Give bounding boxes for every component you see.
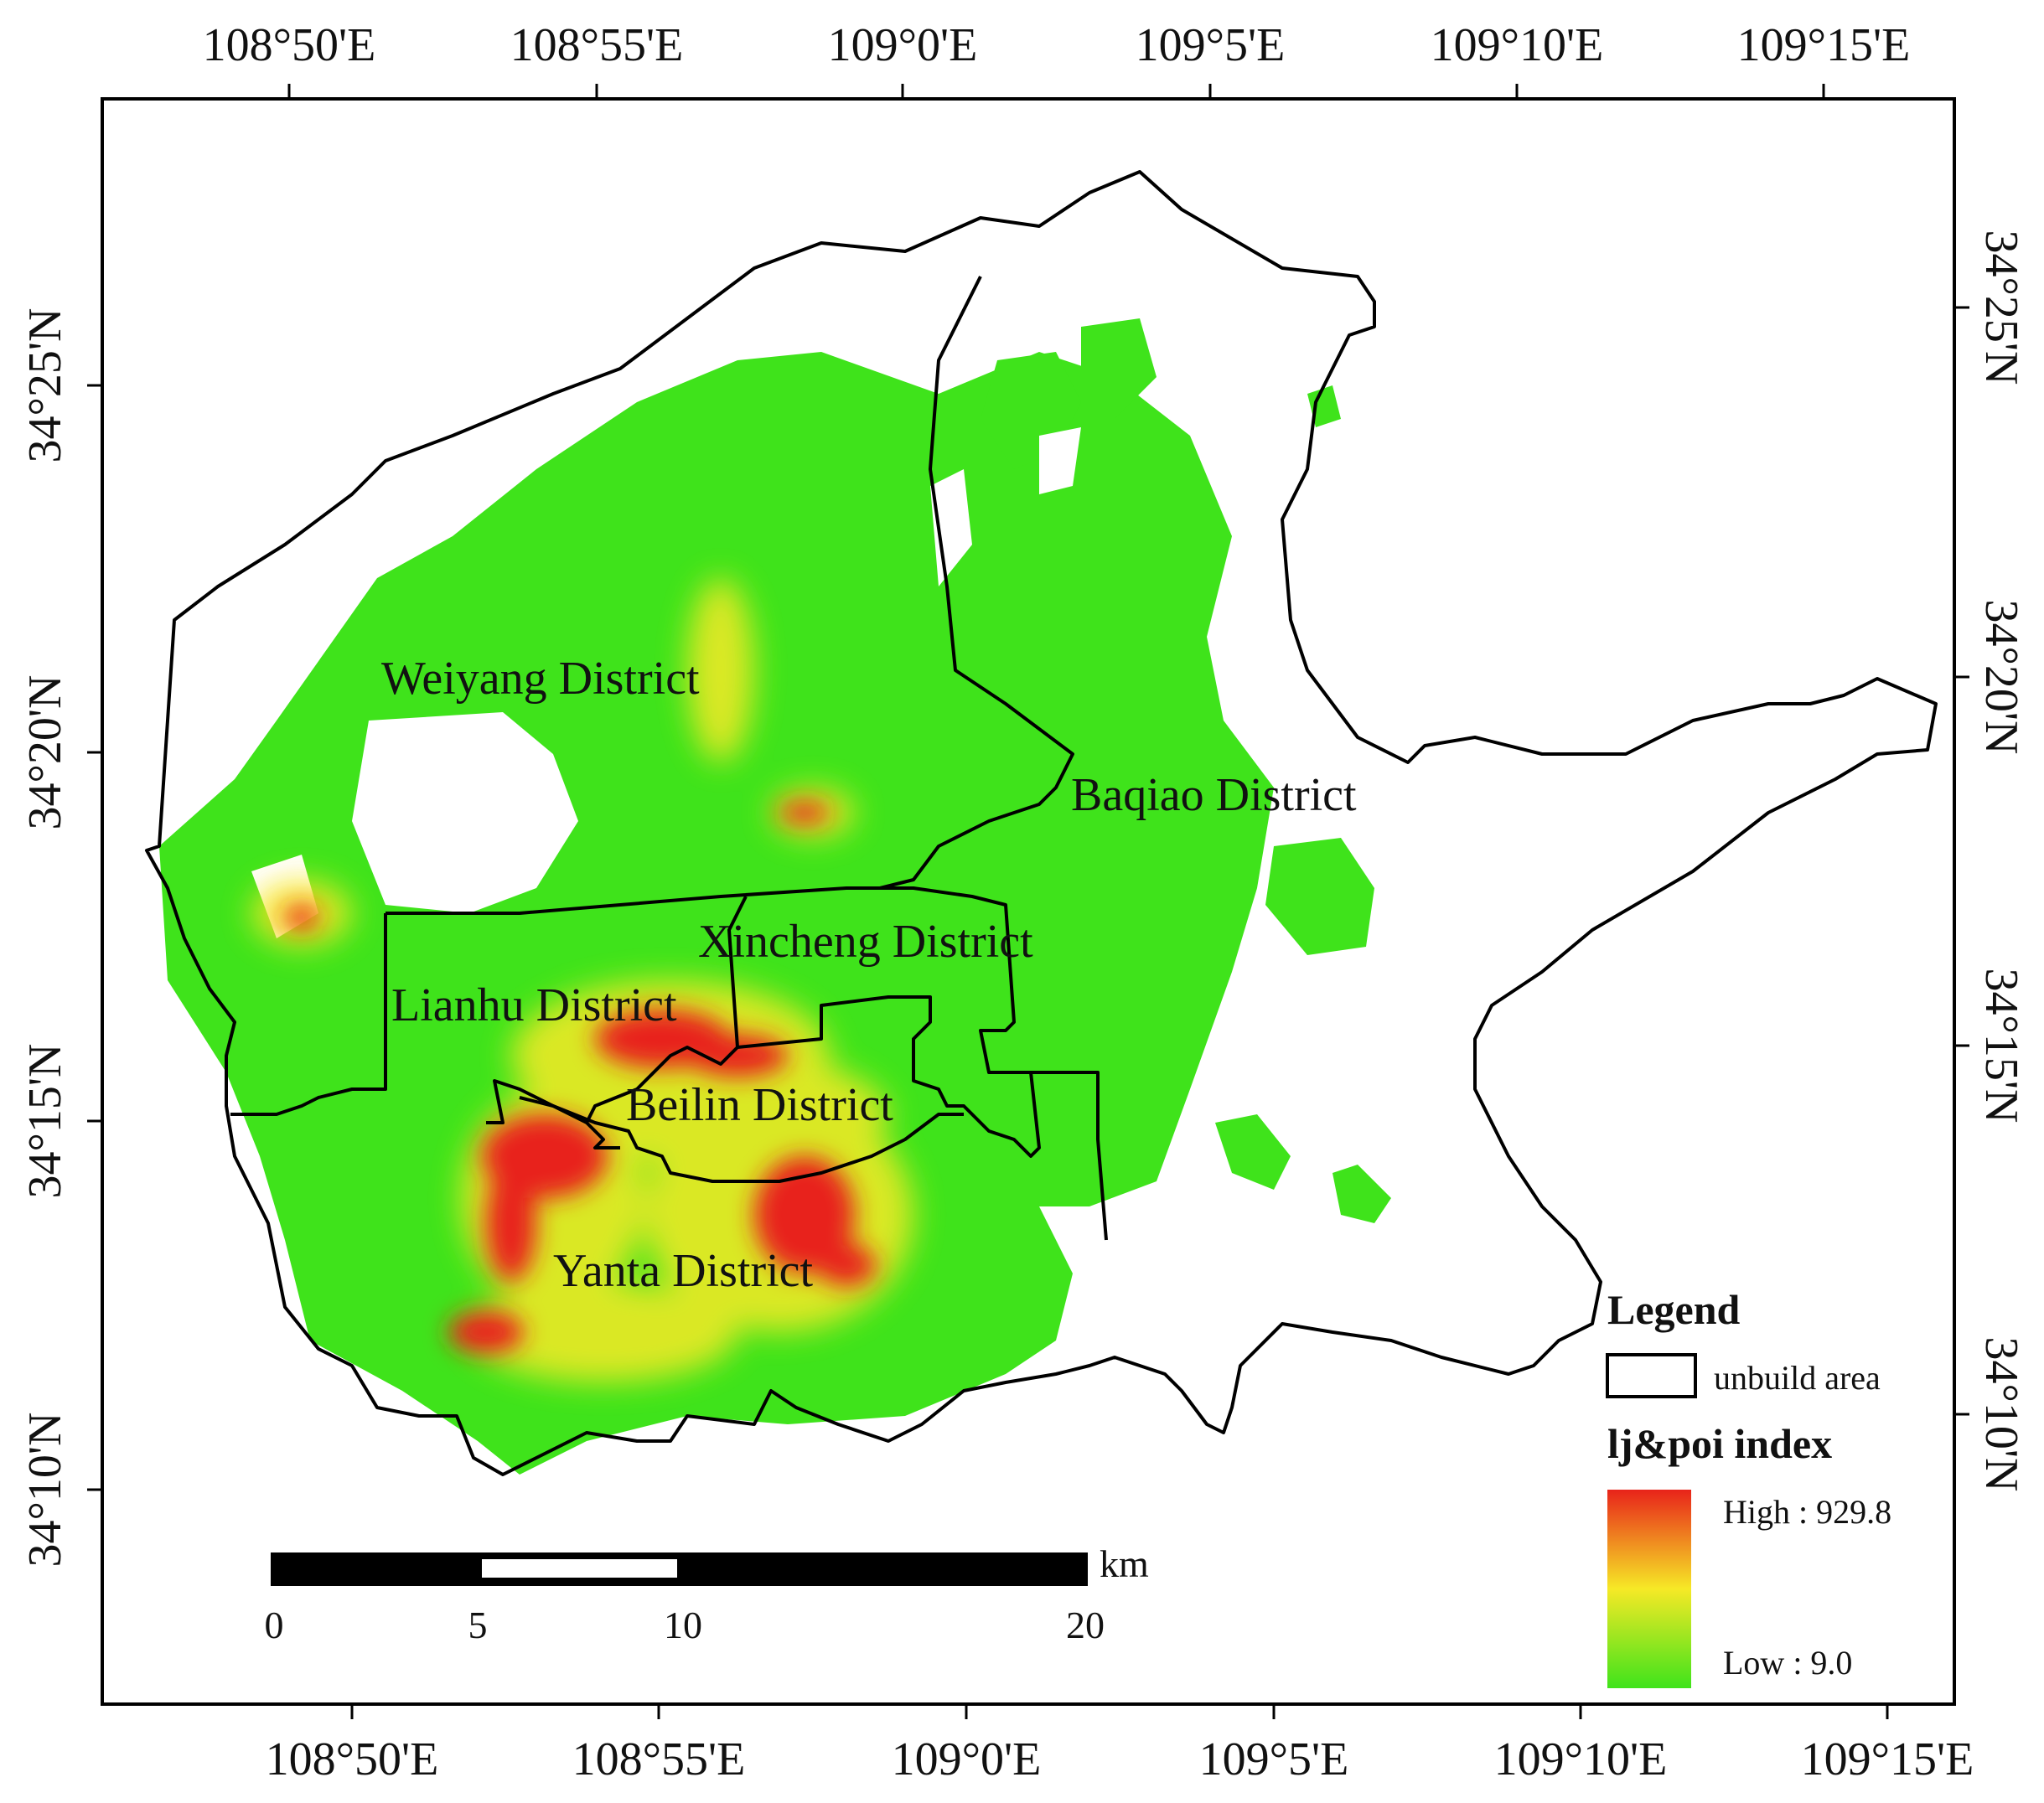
legend-index-title: lj&poi index — [1607, 1420, 1832, 1467]
top-lon-label: 109°5'E — [1136, 19, 1286, 71]
legend: Legend unbuild area lj&poi index High : … — [1606, 1286, 1891, 1688]
district-label-lianhu: Lianhu District — [391, 979, 677, 1031]
district-labels: Weiyang District Baqiao District Xinchen… — [381, 653, 1357, 1297]
scale-bar-segment — [482, 1559, 677, 1578]
graticule-ticks — [87, 84, 1969, 1719]
scale-bar: km 0 5 10 20 — [265, 1542, 1150, 1646]
left-lat-label: 34°20'N — [19, 675, 71, 830]
legend-title: Legend — [1607, 1286, 1741, 1333]
district-label-baqiao: Baqiao District — [1071, 769, 1357, 821]
bottom-lon-label: 109°10'E — [1494, 1733, 1668, 1785]
top-lon-label: 109°0'E — [828, 19, 978, 71]
legend-color-ramp — [1607, 1490, 1691, 1688]
scale-bar-tick-label: 20 — [1066, 1604, 1105, 1646]
bottom-lon-label: 108°50'E — [266, 1733, 439, 1785]
district-label-xincheng: Xincheng District — [698, 916, 1033, 968]
top-lon-label: 109°10'E — [1431, 19, 1604, 71]
top-longitude-labels: 108°50'E 108°55'E 109°0'E 109°5'E 109°10… — [203, 19, 1911, 71]
right-lat-label: 34°20'N — [1975, 600, 2027, 755]
district-label-weiyang: Weiyang District — [381, 653, 700, 705]
left-lat-label: 34°10'N — [19, 1413, 71, 1568]
right-lat-label: 34°10'N — [1975, 1337, 2027, 1492]
top-lon-label: 108°50'E — [203, 19, 376, 71]
bottom-lon-label: 109°5'E — [1199, 1733, 1349, 1785]
bottom-lon-label: 108°55'E — [572, 1733, 746, 1785]
left-latitude-labels: 34°25'N 34°20'N 34°15'N 34°10'N — [19, 308, 71, 1568]
right-lat-label: 34°25'N — [1975, 230, 2027, 385]
district-label-yanta: Yanta District — [553, 1245, 814, 1297]
scale-bar-unit: km — [1100, 1542, 1149, 1585]
bottom-lon-label: 109°15'E — [1801, 1733, 1974, 1785]
right-latitude-labels: 34°25'N 34°20'N 34°15'N 34°10'N — [1975, 230, 2027, 1492]
legend-high-label: High : 929.8 — [1723, 1493, 1891, 1531]
scale-bar-segment — [271, 1552, 1088, 1586]
left-lat-label: 34°25'N — [19, 308, 71, 463]
legend-unbuild-label: unbuild area — [1714, 1359, 1881, 1397]
scale-bar-tick-label: 10 — [664, 1604, 702, 1646]
index-surface-low — [159, 318, 1391, 1475]
bottom-longitude-labels: 108°50'E 108°55'E 109°0'E 109°5'E 109°10… — [266, 1733, 1974, 1785]
legend-unbuild-swatch — [1606, 1353, 1697, 1398]
scale-bar-tick-label: 5 — [468, 1604, 488, 1646]
top-lon-label: 109°15'E — [1737, 19, 1911, 71]
district-boundaries — [230, 276, 1108, 1241]
right-lat-label: 34°15'N — [1975, 969, 2027, 1124]
left-lat-label: 34°15'N — [19, 1044, 71, 1199]
study-area-boundary — [145, 170, 1938, 1476]
bottom-lon-label: 109°0'E — [892, 1733, 1042, 1785]
scale-bar-tick-label: 0 — [265, 1604, 284, 1646]
legend-low-label: Low : 9.0 — [1723, 1644, 1852, 1682]
top-lon-label: 108°55'E — [510, 19, 684, 71]
district-label-beilin: Beilin District — [626, 1079, 893, 1131]
